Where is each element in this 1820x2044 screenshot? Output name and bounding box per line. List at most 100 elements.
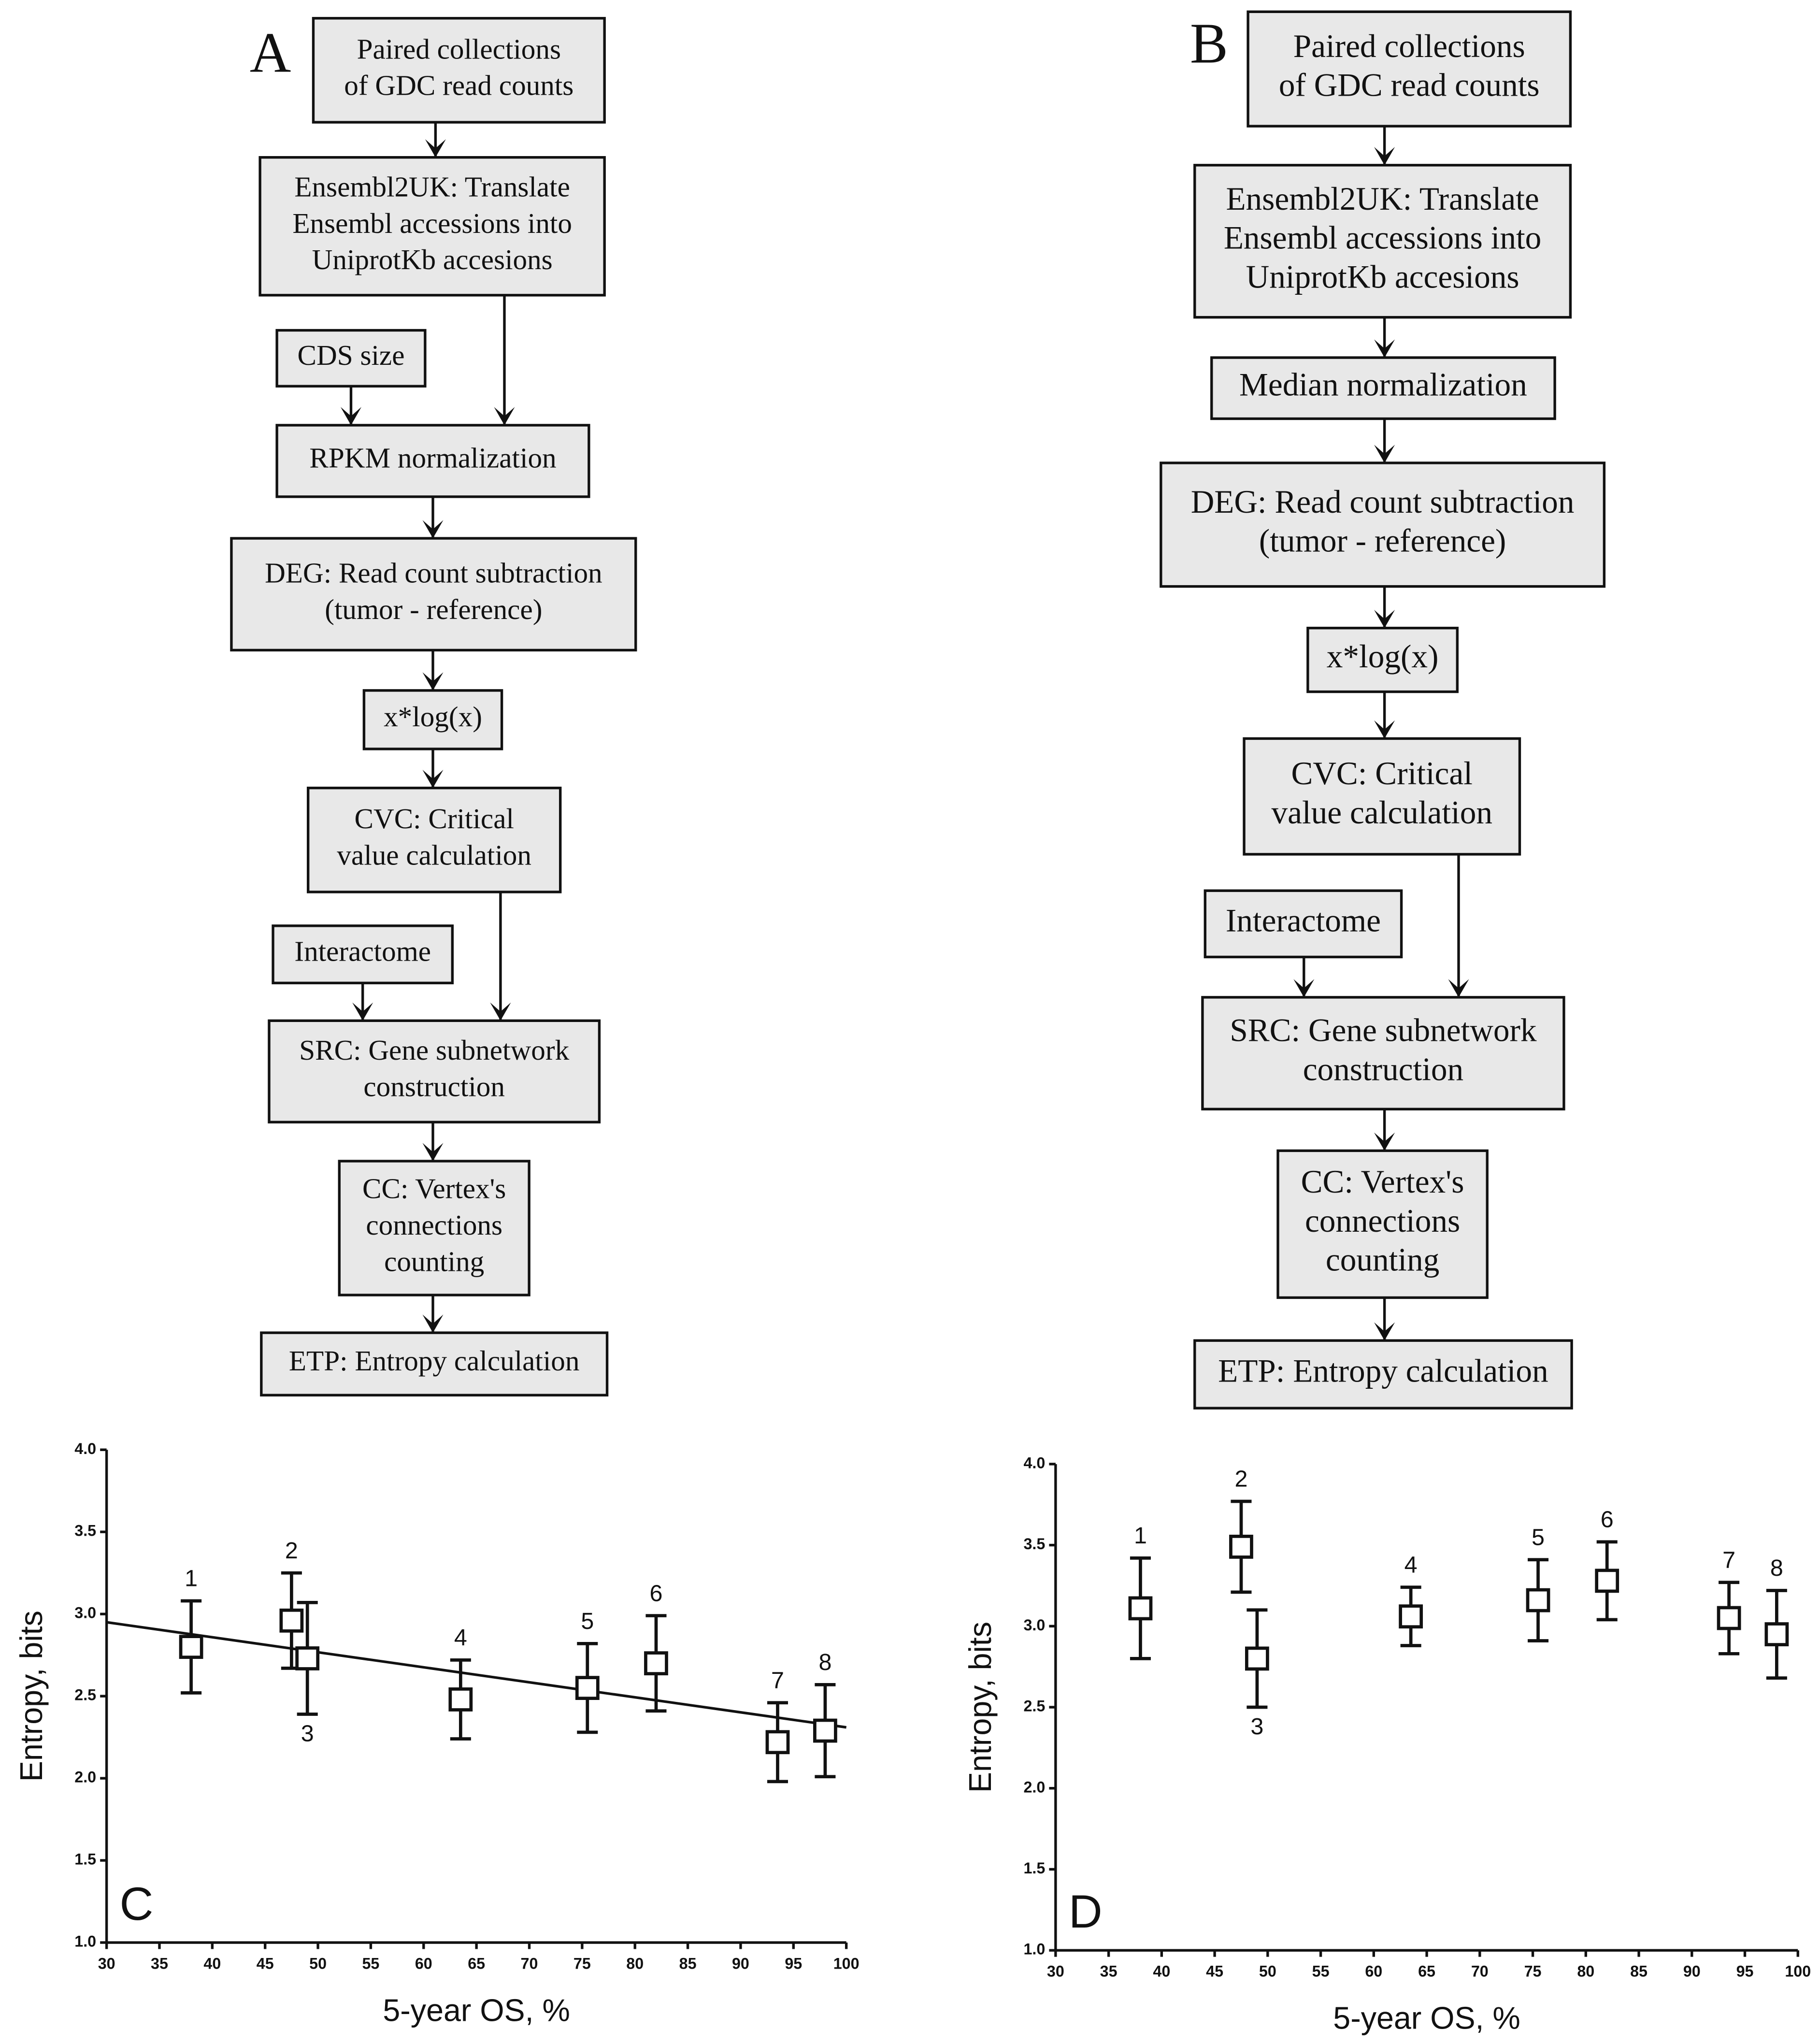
x-tick-label: 95: [785, 1955, 802, 1972]
panel-letter: A: [250, 21, 291, 84]
x-tick-label: 40: [1153, 1962, 1170, 1980]
x-tick-label: 55: [362, 1955, 379, 1972]
y-tick-label: 3.0: [74, 1604, 96, 1622]
x-tick-label: 45: [1206, 1962, 1223, 1980]
y-tick-label: 3.5: [74, 1522, 96, 1540]
flow-box-text: CC: Vertex's: [362, 1173, 506, 1205]
marker: [1245, 1646, 1269, 1671]
x-tick-label: 65: [468, 1955, 485, 1972]
x-tick-label: 55: [1312, 1962, 1330, 1980]
arrow-head: [1374, 1132, 1395, 1151]
flow-box-text: SRC: Gene subnetwork: [1230, 1012, 1536, 1049]
flow-box-text: CVC: Critical: [1291, 755, 1472, 792]
y-tick-label: 4.0: [74, 1440, 96, 1457]
y-tick-label: 1.0: [74, 1933, 96, 1950]
x-tick-label: 60: [1365, 1962, 1382, 1980]
arrow-head: [422, 672, 444, 691]
marker: [813, 1718, 837, 1743]
flow-box: [1210, 356, 1556, 420]
marker: [575, 1676, 600, 1700]
x-tick-label: 50: [309, 1955, 327, 1972]
y-tick-label: 1.0: [1023, 1941, 1045, 1958]
y-tick-label: 1.5: [1023, 1859, 1045, 1877]
flow-box-text: Ensembl2UK: Translate: [1226, 181, 1539, 217]
y-tick-label: 2.5: [1023, 1698, 1045, 1715]
arrow-head: [490, 1002, 511, 1021]
flow-box-text: Median normalization: [1239, 367, 1527, 403]
y-tick-label: 2.0: [74, 1769, 96, 1786]
flow-box: [1201, 996, 1565, 1110]
marker: [765, 1730, 790, 1755]
x-tick-label: 85: [1630, 1962, 1648, 1980]
flow-box: [1160, 461, 1606, 588]
y-tick-label: 2.0: [1023, 1778, 1045, 1796]
flow-box: [307, 786, 562, 893]
flow-box-text: RPKM normalization: [309, 442, 556, 474]
point-label: 3: [301, 1720, 314, 1746]
flow-box: [275, 424, 590, 498]
point-label: 2: [285, 1538, 298, 1564]
flow-box-text: counting: [1326, 1242, 1439, 1278]
point-label: 2: [1234, 1466, 1247, 1492]
x-tick-label: 85: [679, 1955, 697, 1972]
marker: [1717, 1606, 1741, 1630]
flow-box-text: construction: [363, 1070, 505, 1102]
flow-box: [272, 924, 454, 984]
x-tick-label: 40: [203, 1955, 221, 1972]
flow-box-text: connections: [366, 1209, 502, 1241]
flow-box: [338, 1160, 530, 1296]
marker: [644, 1651, 668, 1676]
marker: [295, 1646, 320, 1670]
flow-box-text: DEG: Read count subtraction: [1191, 484, 1575, 520]
point-label: 8: [1770, 1555, 1783, 1581]
y-axis-label: Entropy, bits: [963, 1622, 998, 1793]
y-tick-label: 3.0: [1023, 1616, 1045, 1634]
flow-box-text: CVC: Critical: [354, 803, 514, 835]
y-tick-label: 1.5: [74, 1851, 96, 1868]
x-tick-label: 75: [1524, 1962, 1542, 1980]
point-label: 1: [185, 1566, 198, 1592]
flow-box: [260, 1331, 609, 1396]
marker: [1526, 1588, 1550, 1612]
arrow-head: [1374, 445, 1395, 463]
flow-box-text: Interactome: [1226, 902, 1381, 938]
x-tick-label: 45: [257, 1955, 274, 1972]
panel-letter: B: [1190, 12, 1228, 75]
x-tick-label: 65: [1418, 1962, 1435, 1980]
point-label: 5: [1532, 1524, 1545, 1550]
point-label: 3: [1250, 1713, 1263, 1740]
flow-box: [1276, 1149, 1489, 1299]
panel-letter: C: [120, 1877, 154, 1930]
arrow-head: [422, 770, 444, 788]
flow-box-text: Interactome: [294, 936, 431, 967]
flow-box-text: construction: [1303, 1051, 1463, 1087]
flow-box-text: value calculation: [337, 839, 531, 871]
x-tick-label: 80: [1577, 1962, 1594, 1980]
x-tick-label: 35: [151, 1955, 168, 1972]
point-label: 6: [1601, 1507, 1614, 1533]
flow-box-text: (tumor - reference): [325, 593, 542, 625]
point-label: 8: [818, 1649, 831, 1675]
flow-box-text: of GDC read counts: [344, 70, 573, 101]
flow-box-text: connections: [1305, 1203, 1460, 1239]
x-tick-label: 70: [1471, 1962, 1489, 1980]
flow-box-text: of GDC read counts: [1279, 67, 1540, 103]
flow-box-text: CC: Vertex's: [1301, 1164, 1464, 1200]
flow-box-text: Ensembl accessions into: [292, 207, 572, 239]
trend-line: [106, 1621, 847, 1729]
flow-box-text: DEG: Read count subtraction: [265, 557, 602, 589]
flow-box: [1204, 889, 1403, 959]
marker: [1764, 1622, 1789, 1646]
marker: [1595, 1569, 1619, 1593]
flow-box-text: UniprotKb accesions: [1246, 259, 1519, 295]
flow-box-text: Ensembl accessions into: [1224, 220, 1541, 256]
y-tick-label: 2.5: [74, 1686, 96, 1704]
marker: [1128, 1596, 1153, 1621]
panel-letter: D: [1069, 1885, 1103, 1938]
x-tick-label: 75: [573, 1955, 591, 1972]
flow-box-text: ETP: Entropy calculation: [1218, 1353, 1548, 1389]
x-tick-label: 90: [732, 1955, 749, 1972]
flow-box-text: (tumor - reference): [1259, 523, 1506, 559]
